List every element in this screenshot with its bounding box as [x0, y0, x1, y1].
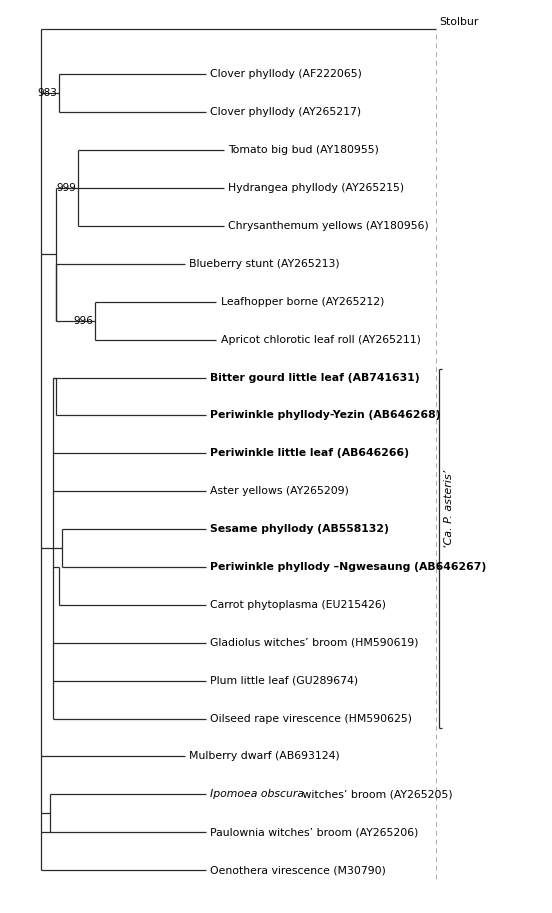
Text: Clover phyllody (AY265217): Clover phyllody (AY265217)	[210, 107, 361, 117]
Text: 983: 983	[38, 89, 58, 99]
Text: Leafhopper borne (AY265212): Leafhopper borne (AY265212)	[221, 297, 384, 307]
Text: Mulberry dwarf (AB693124): Mulberry dwarf (AB693124)	[189, 751, 340, 761]
Text: Tomato big bud (AY180955): Tomato big bud (AY180955)	[229, 145, 379, 155]
Text: Ipomoea obscura: Ipomoea obscura	[210, 790, 304, 799]
Text: Stolbur: Stolbur	[439, 16, 479, 26]
Text: ‘Ca. P. asteris’: ‘Ca. P. asteris’	[444, 470, 454, 548]
Text: Periwinkle phyllody-Yezin (AB646268): Periwinkle phyllody-Yezin (AB646268)	[210, 411, 440, 420]
Text: Oilseed rape virescence (HM590625): Oilseed rape virescence (HM590625)	[210, 714, 412, 723]
Text: Plum little leaf (GU289674): Plum little leaf (GU289674)	[210, 676, 358, 686]
Text: Sesame phyllody (AB558132): Sesame phyllody (AB558132)	[210, 524, 389, 534]
Text: Bitter gourd little leaf (AB741631): Bitter gourd little leaf (AB741631)	[210, 373, 420, 383]
Text: Periwinkle phyllody –Ngwesaung (AB646267): Periwinkle phyllody –Ngwesaung (AB646267…	[210, 562, 486, 572]
Text: Periwinkle little leaf (AB646266): Periwinkle little leaf (AB646266)	[210, 448, 409, 458]
Text: 996: 996	[73, 316, 93, 326]
Text: Chrysanthemum yellows (AY180956): Chrysanthemum yellows (AY180956)	[229, 221, 429, 231]
Text: 999: 999	[56, 183, 76, 193]
Text: Apricot chlorotic leaf roll (AY265211): Apricot chlorotic leaf roll (AY265211)	[221, 335, 421, 344]
Text: Aster yellows (AY265209): Aster yellows (AY265209)	[210, 487, 349, 496]
Text: Carrot phytoplasma (EU215426): Carrot phytoplasma (EU215426)	[210, 600, 386, 610]
Text: Gladiolus witches’ broom (HM590619): Gladiolus witches’ broom (HM590619)	[210, 638, 418, 647]
Text: witches’ broom (AY265205): witches’ broom (AY265205)	[299, 790, 453, 799]
Text: Clover phyllody (AF222065): Clover phyllody (AF222065)	[210, 69, 362, 79]
Text: Blueberry stunt (AY265213): Blueberry stunt (AY265213)	[189, 258, 340, 268]
Text: Oenothera virescence (M30790): Oenothera virescence (M30790)	[210, 866, 386, 875]
Text: Hydrangea phyllody (AY265215): Hydrangea phyllody (AY265215)	[229, 183, 405, 193]
Text: Paulownia witches’ broom (AY265206): Paulownia witches’ broom (AY265206)	[210, 827, 418, 837]
